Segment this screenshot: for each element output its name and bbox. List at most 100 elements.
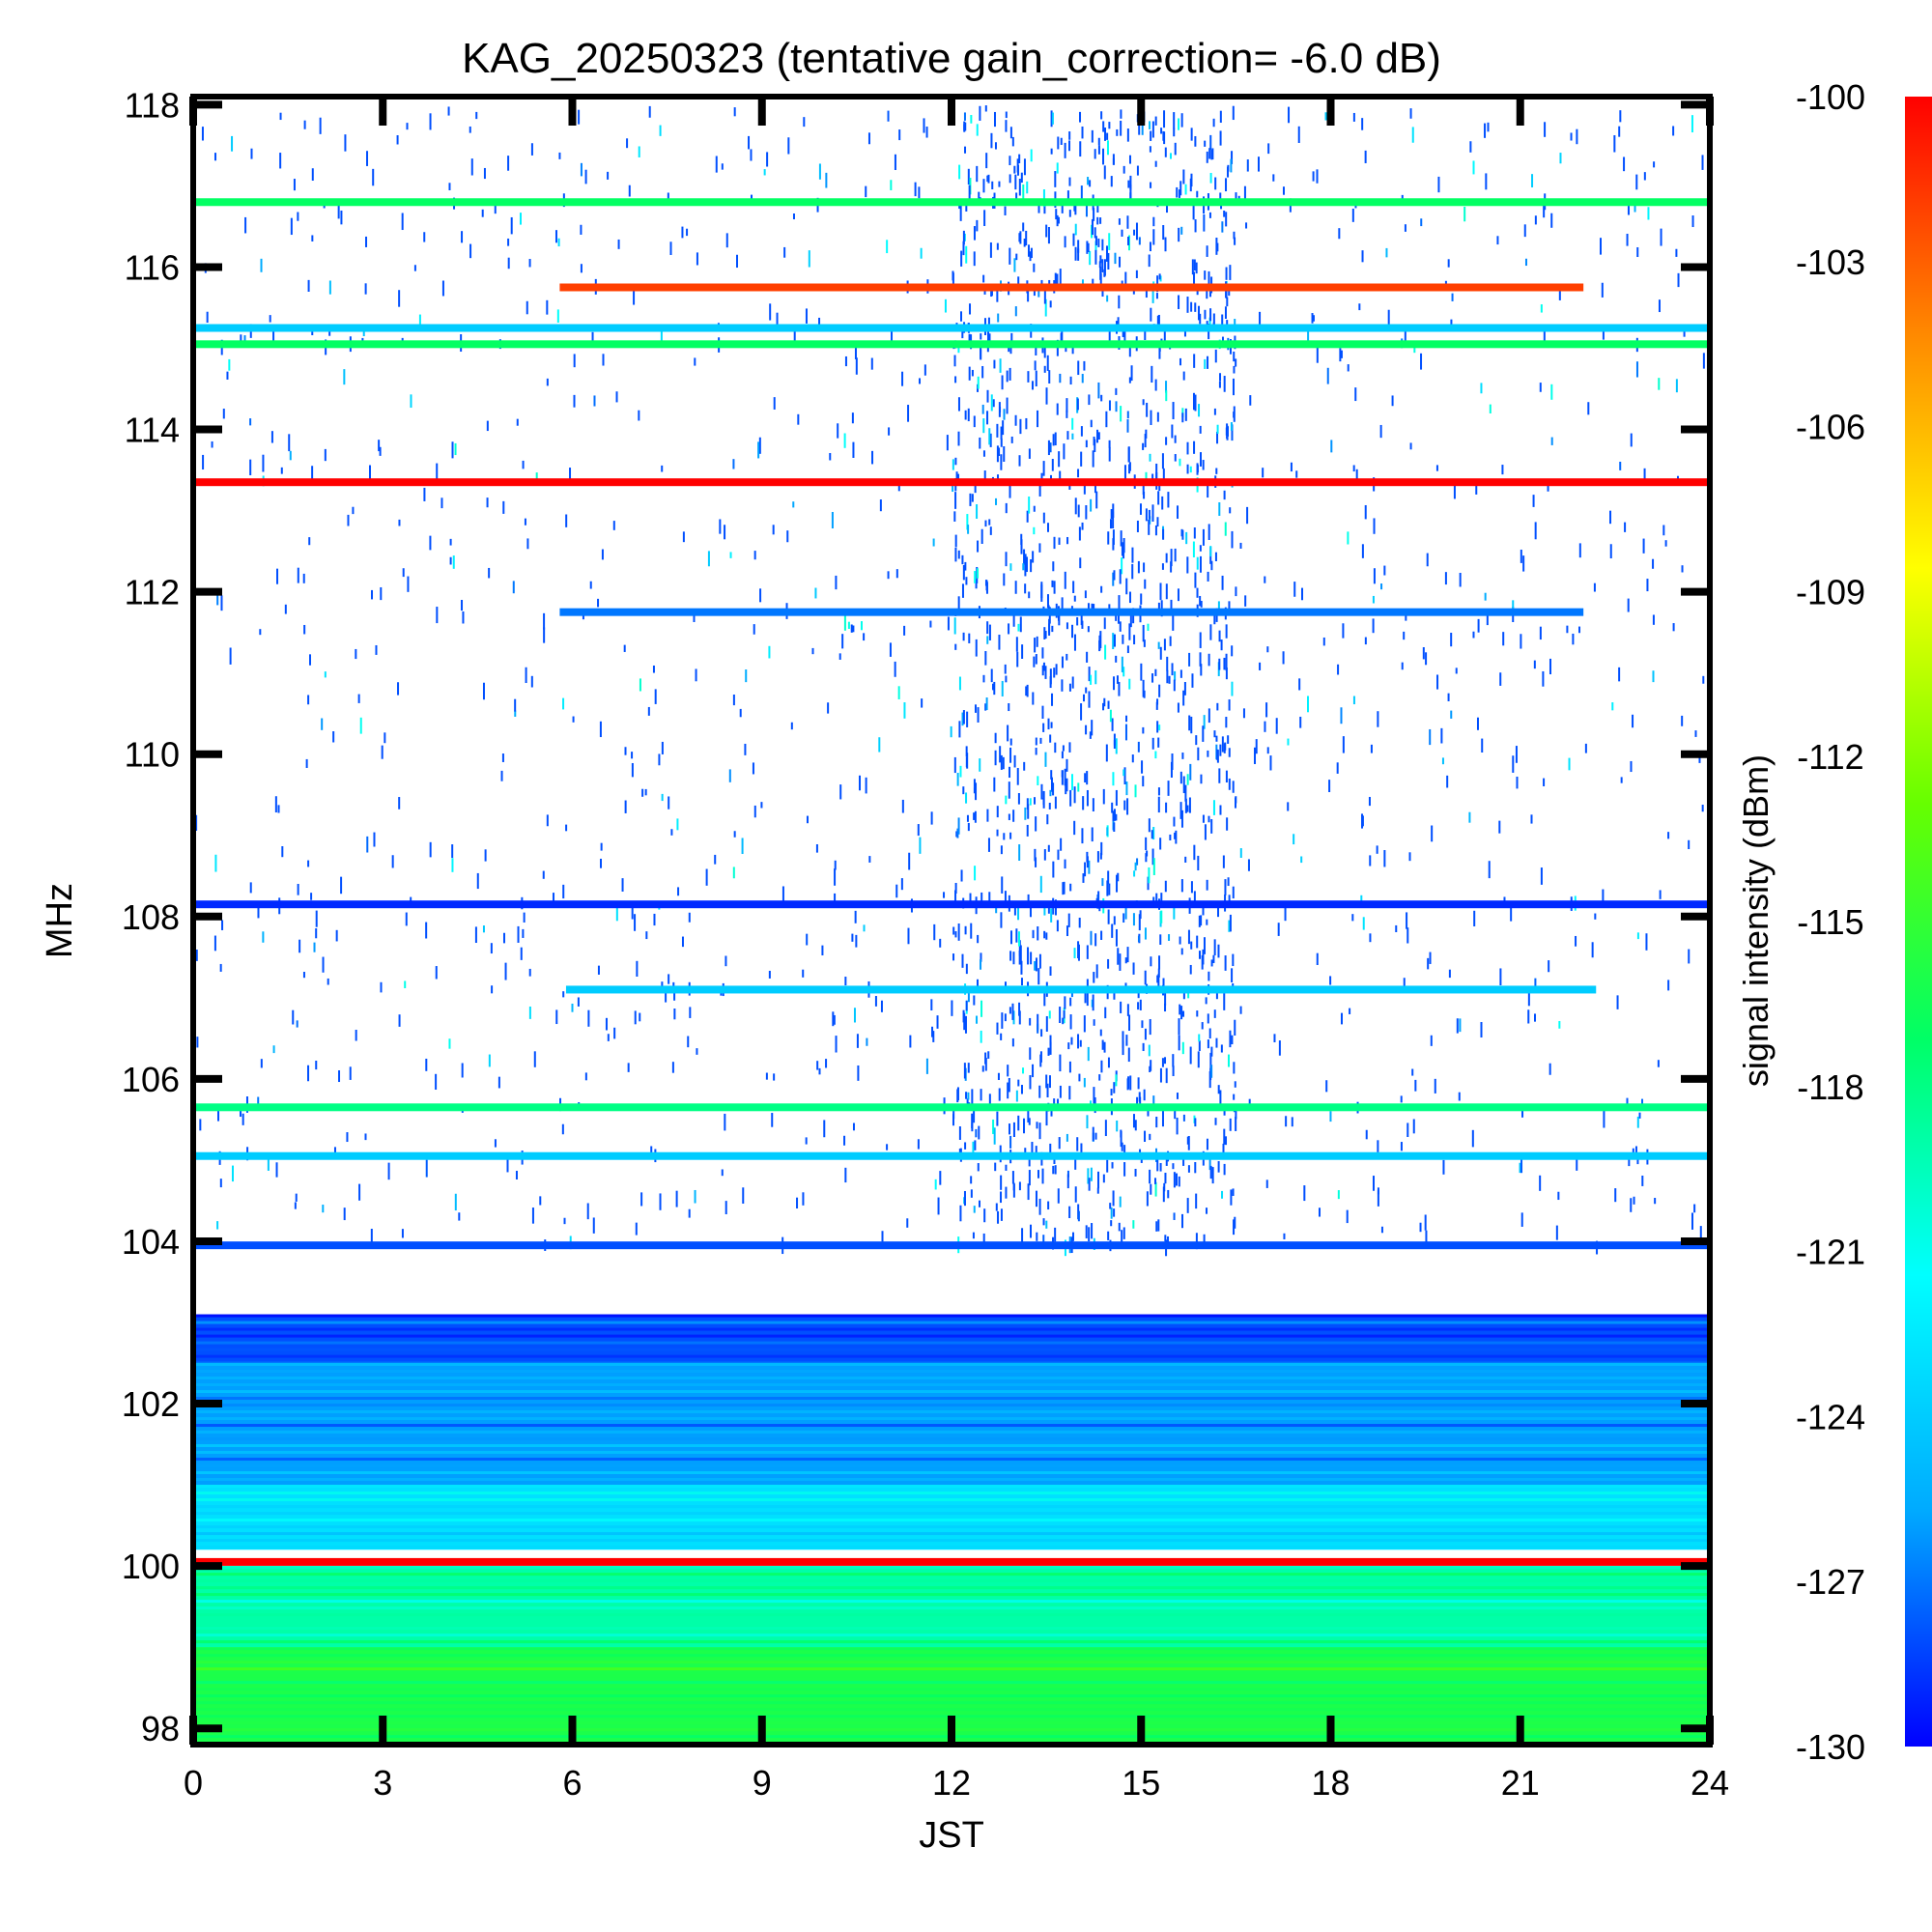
signal-speck bbox=[327, 978, 329, 985]
signal-speck bbox=[1557, 1191, 1560, 1201]
signal-speck bbox=[1027, 371, 1030, 383]
signal-speck bbox=[986, 389, 989, 403]
signal-speck bbox=[1480, 383, 1483, 394]
signal-speck bbox=[1176, 1093, 1179, 1099]
signal-speck bbox=[260, 258, 263, 272]
signal-speck bbox=[1539, 383, 1542, 392]
signal-speck bbox=[592, 1217, 595, 1234]
signal-speck bbox=[1030, 559, 1033, 573]
signal-speck bbox=[1209, 624, 1212, 640]
signal-speck bbox=[863, 924, 866, 932]
signal-speck bbox=[1319, 1208, 1321, 1217]
signal-speck bbox=[1152, 1095, 1155, 1106]
signal-speck bbox=[240, 334, 242, 343]
signal-speck bbox=[448, 1038, 451, 1049]
signal-speck bbox=[1015, 253, 1018, 261]
signal-speck bbox=[1515, 746, 1518, 763]
signal-speck bbox=[1037, 410, 1039, 428]
signal-speck bbox=[688, 1208, 691, 1218]
signal-speck bbox=[1391, 395, 1394, 407]
signal-speck bbox=[1017, 1115, 1020, 1131]
signal-speck bbox=[724, 955, 727, 967]
signal-speck bbox=[1119, 621, 1122, 632]
signal-speck bbox=[792, 213, 795, 220]
signal-speck bbox=[1246, 159, 1249, 172]
signal-speck bbox=[1159, 1162, 1162, 1172]
signal-speck bbox=[284, 604, 287, 614]
signal-speck bbox=[1187, 991, 1190, 999]
signal-speck bbox=[1077, 360, 1080, 376]
signal-speck bbox=[1527, 1009, 1530, 1024]
signal-speck bbox=[1041, 705, 1044, 719]
background-row bbox=[193, 1458, 1710, 1462]
signal-speck bbox=[621, 878, 624, 892]
signal-speck bbox=[308, 537, 311, 546]
signal-speck bbox=[1339, 348, 1342, 362]
signal-speck bbox=[1376, 845, 1378, 854]
signal-speck bbox=[1620, 777, 1623, 783]
signal-speck bbox=[965, 203, 968, 212]
signal-speck bbox=[1189, 763, 1192, 781]
signal-speck bbox=[1173, 679, 1176, 692]
signal-speck bbox=[274, 796, 277, 813]
signal-speck bbox=[1383, 565, 1386, 576]
signal-speck bbox=[966, 753, 969, 769]
signal-speck bbox=[1077, 469, 1080, 478]
signal-speck bbox=[1208, 524, 1210, 541]
signal-speck bbox=[1049, 1143, 1052, 1159]
x-tick-labels: 0 3 6 9 12 15 18 21 24 bbox=[184, 1763, 1729, 1803]
signal-speck bbox=[1090, 674, 1093, 685]
signal-speck bbox=[1139, 910, 1142, 920]
signal-speck bbox=[752, 762, 754, 775]
signal-speck bbox=[886, 1144, 889, 1151]
signal-speck bbox=[1024, 583, 1027, 594]
signal-speck bbox=[1481, 738, 1484, 753]
signal-speck bbox=[652, 665, 655, 673]
signal-speck bbox=[229, 647, 232, 665]
signal-speck bbox=[522, 928, 525, 938]
signal-speck bbox=[1016, 158, 1019, 173]
signal-speck bbox=[520, 947, 523, 960]
signal-speck bbox=[1182, 991, 1185, 1000]
signal-speck bbox=[962, 241, 965, 256]
signal-speck bbox=[1158, 955, 1161, 970]
signal-speck bbox=[1002, 756, 1005, 770]
signal-speck bbox=[546, 814, 549, 827]
signal-speck bbox=[1186, 297, 1189, 313]
signal-speck bbox=[297, 567, 299, 583]
signal-speck bbox=[222, 409, 225, 419]
signal-speck bbox=[1181, 412, 1184, 423]
signal-speck bbox=[1048, 1075, 1051, 1089]
signal-speck bbox=[1221, 221, 1224, 233]
colorbar-tick-label: -100 bbox=[1796, 77, 1865, 117]
background-row bbox=[193, 1634, 1710, 1637]
background-row bbox=[193, 1579, 1710, 1583]
signal-speck bbox=[1173, 1212, 1176, 1220]
signal-speck bbox=[988, 428, 991, 445]
signal-speck bbox=[1034, 960, 1037, 971]
signal-speck bbox=[1056, 162, 1059, 174]
signal-speck bbox=[1234, 1019, 1236, 1036]
signal-speck bbox=[1130, 365, 1133, 382]
signal-speck bbox=[1431, 825, 1434, 842]
signal-speck bbox=[1227, 164, 1230, 172]
signal-speck bbox=[974, 810, 977, 823]
signal-speck bbox=[1054, 1227, 1057, 1242]
signal-speck bbox=[556, 309, 559, 323]
signal-speck bbox=[1221, 314, 1224, 330]
signal-speck bbox=[986, 809, 989, 822]
signal-speck bbox=[1166, 656, 1169, 671]
signal-speck bbox=[1096, 429, 1099, 443]
signal-speck bbox=[975, 704, 978, 713]
signal-speck bbox=[1023, 158, 1026, 176]
signal-speck bbox=[1057, 849, 1060, 861]
signal-speck bbox=[1051, 693, 1054, 706]
signal-speck bbox=[1087, 1168, 1090, 1184]
signal-speck bbox=[1020, 539, 1023, 554]
signal-speck bbox=[1349, 1008, 1351, 1014]
signal-speck bbox=[1042, 723, 1045, 732]
signal-speck bbox=[1053, 536, 1056, 550]
signal-speck bbox=[1430, 1035, 1433, 1046]
signal-speck bbox=[195, 949, 198, 961]
signal-speck bbox=[641, 788, 644, 797]
